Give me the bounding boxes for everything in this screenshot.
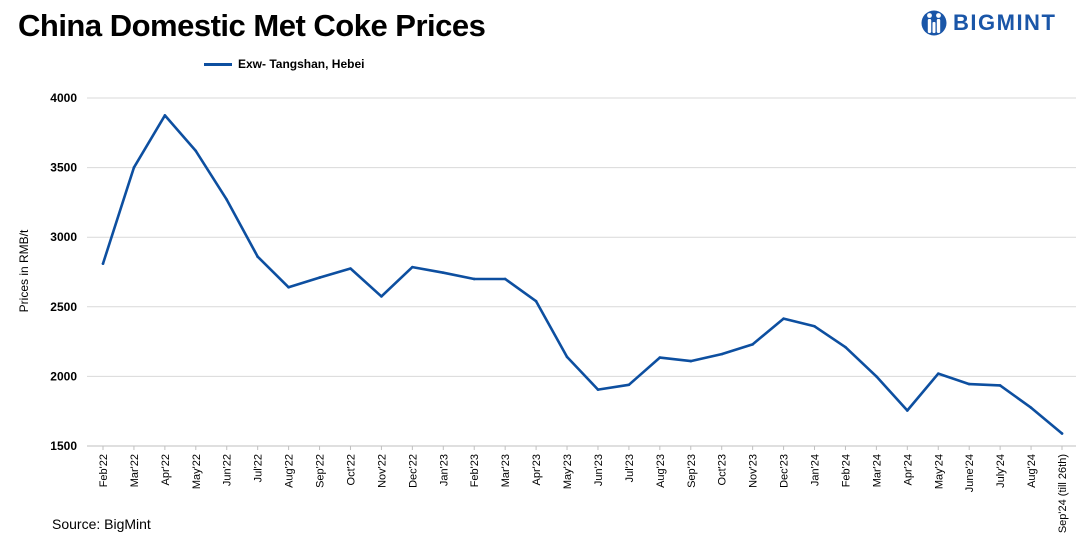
x-tick-label: Jan'24 [810,454,822,486]
x-tick-label: Dec'23 [779,454,791,488]
x-tick-label: Mar'24 [871,454,883,487]
x-tick-label: May'24 [933,454,945,489]
data-point [782,317,785,320]
x-tick-label: Oct'22 [345,454,357,485]
data-point [875,375,878,378]
x-tick-label: May'23 [562,454,574,489]
data-point [720,352,724,356]
x-tick-label: July'24 [995,454,1007,488]
y-tick-label: 4000 [50,91,77,105]
x-tick-label: Sep'23 [686,454,698,488]
x-tick-label: Nov'22 [376,454,388,488]
bigmint-logo-text: BIGMINT [953,10,1057,35]
data-point [194,149,198,153]
y-tick-label: 3000 [50,230,77,244]
x-tick-label: Apr'22 [160,454,172,485]
data-point [472,277,476,281]
data-point [534,299,538,303]
series-line [101,114,1064,435]
x-tick-label: Dec'22 [407,454,419,488]
data-point [318,276,321,279]
data-point [627,383,631,387]
chart-legend: Exw- Tangshan, Hebei [204,56,364,72]
x-tick-label: Feb'22 [98,454,110,487]
x-tick-label: Jun'23 [593,454,605,486]
data-point [132,166,136,169]
data-point [1029,406,1033,410]
x-tick-label: Sep'24 (till 26th) [1057,454,1069,533]
chart-title: China Domestic Met Coke Prices [18,8,486,43]
x-tick-label: Jul'23 [624,454,636,482]
x-tick-label: Feb'23 [469,454,481,487]
data-point [936,372,940,375]
x-tick-label: June'24 [964,454,976,492]
y-tick-label: 2500 [50,300,77,314]
data-point [751,343,754,346]
x-tick-label: Nov'23 [748,454,760,488]
data-point [565,355,569,359]
data-point [998,384,1002,387]
x-tick-label: Feb'24 [840,454,852,487]
data-point [411,265,414,269]
data-point [256,255,259,258]
y-tick-labels: 1500 2000 2500 3000 3500 4000 [50,91,77,453]
data-point [596,388,600,391]
data-point [813,324,816,328]
x-tick-label: Aug'23 [655,454,667,488]
data-point [1060,432,1064,435]
data-point [441,271,445,274]
data-point [163,114,167,117]
source-note: Source: BigMint [52,516,151,532]
grid-lines [87,97,1076,447]
legend-label: Exw- Tangshan, Hebei [238,57,365,71]
data-point [380,295,383,298]
x-tick-label: Aug'22 [284,454,296,488]
data-point [658,356,662,359]
bigmint-logo-icon [921,10,947,36]
x-tick-label: Mar'22 [129,454,141,487]
x-tick-label: Apr'23 [531,454,543,485]
y-tick-label: 3500 [50,161,77,175]
x-tick-label: Sep'22 [315,454,327,488]
x-tick-label: May'22 [191,454,203,489]
data-point [349,267,352,270]
data-point [503,277,507,281]
data-point [906,409,909,412]
x-tick-label: Apr'24 [902,454,914,485]
bigmint-logo: BIGMINT [921,6,1056,40]
x-tick-label: Jan'23 [438,454,450,486]
y-tick-label: 1500 [50,439,77,453]
x-tick-label: Oct'23 [717,454,729,485]
x-tick-label: Mar'23 [500,454,512,487]
x-tick-label: Jun'22 [222,454,234,486]
data-point [689,359,693,363]
data-point [101,262,105,265]
legend-line-swatch [204,62,232,66]
x-tick-label: Jul'22 [253,454,265,482]
data-point [287,286,290,289]
y-axis-label: Prices in RMB/t [17,229,31,312]
y-tick-label: 2000 [50,369,77,383]
data-point [225,198,229,201]
data-point [967,382,971,386]
series-layer [101,114,1064,435]
data-point [844,345,847,349]
x-tick-labels: Feb'22 Mar'22 Apr'22 May'22 Jun'22 Jul'22 Aug'… [98,446,1069,533]
x-tick-label: Aug'24 [1026,454,1038,488]
